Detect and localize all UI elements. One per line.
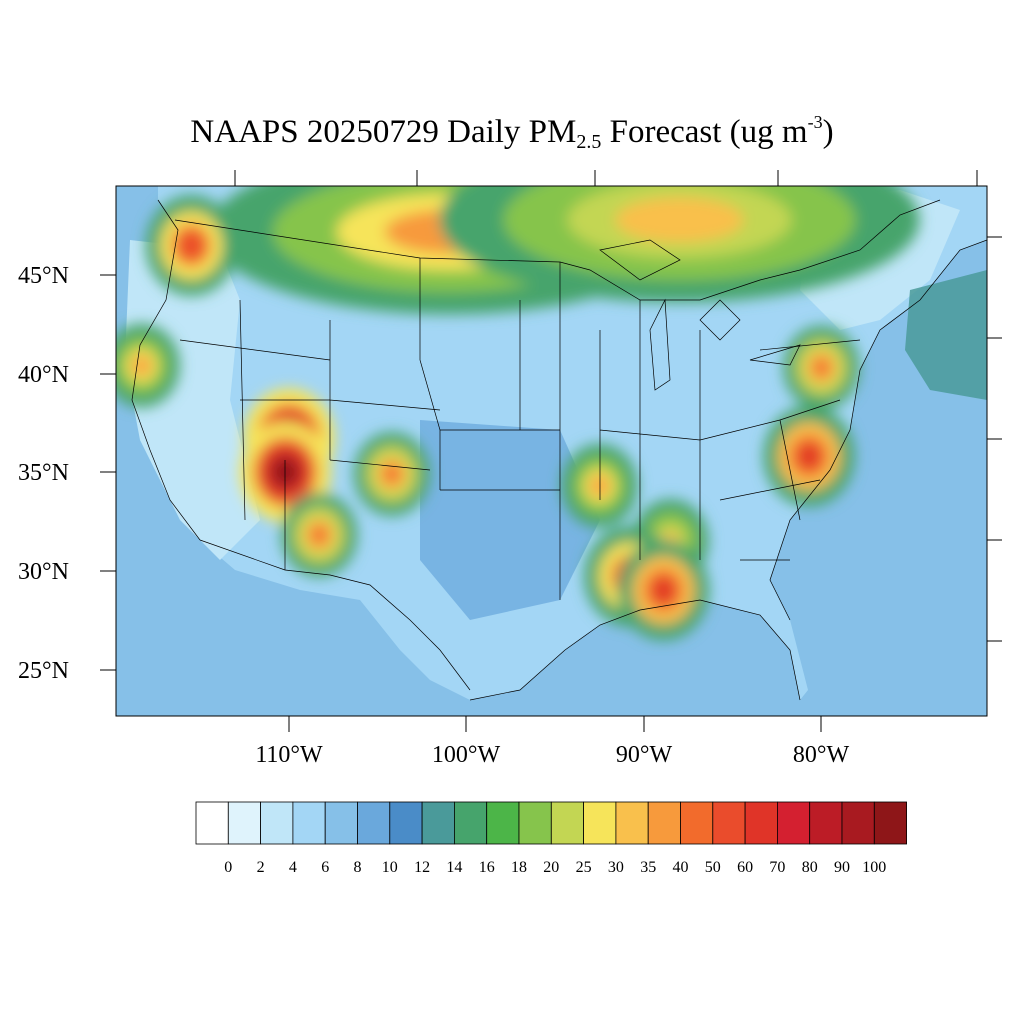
colorbar-swatch (550, 801, 584, 845)
colorbar-swatch (486, 801, 520, 845)
lat-label-25: 25°N (18, 658, 69, 684)
lat-label-40: 40°N (18, 362, 69, 388)
colorbar-swatch (647, 801, 681, 845)
colorbar-label: 50 (705, 859, 721, 876)
smoke-contour (798, 444, 820, 469)
colorbar-swatch (744, 801, 778, 845)
colorbar-swatch (809, 801, 843, 845)
colorbar-label: 14 (446, 859, 462, 876)
colorbar-swatch (777, 801, 811, 845)
boundary-lines (131, 199, 987, 701)
western-light-region (125, 240, 260, 560)
title-prefix: NAAPS 20250729 Daily PM (190, 114, 577, 150)
colorbar-swatch (195, 801, 229, 845)
colorbar-swatch (680, 801, 714, 845)
colorbar: 0 2 4 6 8 10 12 14 16 18 20 25 30 35 40 50 60 70 80 90 100 (195, 801, 907, 876)
atlantic-teal-region (905, 270, 987, 400)
smoke-contour (310, 525, 329, 545)
coastline-gulf (469, 599, 801, 701)
colorbar-swatch (292, 801, 326, 845)
colorbar-label: 12 (414, 859, 430, 876)
colorbar-label: 18 (511, 859, 527, 876)
state-lines-central (440, 262, 701, 600)
colorbar-swatch (324, 801, 358, 845)
smoke-contour (382, 464, 401, 484)
colorbar-swatch (841, 801, 875, 845)
colorbar-swatch (615, 801, 649, 845)
colorbar-swatch (583, 801, 617, 845)
colorbar-label: 35 (640, 859, 656, 876)
colorbar-label: 60 (737, 859, 753, 876)
state-lines-west (179, 258, 441, 570)
coastline-pacific (131, 199, 201, 541)
map-frame (115, 185, 988, 717)
colorbar-label: 40 (673, 859, 689, 876)
colorbar-label: 10 (382, 859, 398, 876)
lon-label-110w: 110°W (255, 742, 323, 768)
great-lakes (599, 239, 801, 391)
smoke-contour (652, 578, 675, 603)
title-suffix: ) (822, 114, 834, 150)
lon-label-90w: 90°W (616, 742, 673, 768)
coastline-atlantic (769, 239, 987, 621)
smoke-contour (180, 233, 203, 258)
plains-mid-region (420, 420, 600, 620)
lat-label-35: 35°N (18, 460, 69, 486)
us-canada-border (174, 199, 941, 301)
colorbar-label: 70 (769, 859, 785, 876)
smoke-contour (590, 475, 609, 496)
colorbar-label: 0 (224, 859, 232, 876)
colorbar-swatch (453, 801, 488, 845)
frame-ticks (100, 170, 1002, 732)
smoke-contour (615, 197, 744, 242)
lon-label-80w: 80°W (793, 742, 850, 768)
colorbar-label: 100 (862, 859, 886, 876)
map-title: NAAPS 20250729 Daily PM2.5 Forecast (ug … (0, 112, 1024, 154)
colorbar-label: 25 (576, 859, 592, 876)
smoke-contour (132, 355, 151, 376)
colorbar-label: 30 (608, 859, 624, 876)
colorbar-swatch (357, 801, 391, 845)
state-lines-east (699, 339, 861, 561)
lat-label-45: 45°N (18, 263, 69, 289)
smoke-contour (274, 460, 297, 484)
smoke-layer (116, 186, 920, 641)
colorbar-label: 20 (543, 859, 559, 876)
smoke-contour (812, 357, 831, 378)
title-superscript: -3 (807, 112, 823, 132)
colorbar-label: 6 (321, 859, 329, 876)
lon-label-100w: 100°W (432, 742, 501, 768)
colorbar-label: 4 (289, 859, 297, 876)
colorbar-label: 2 (257, 859, 265, 876)
title-middle: Forecast (ug m (601, 114, 808, 150)
title-subscript: 2.5 (576, 131, 602, 153)
colorbar-label: 16 (479, 859, 495, 876)
colorbar-swatch (227, 801, 262, 845)
colorbar-swatch (389, 801, 423, 845)
colorbar-label: 80 (802, 859, 818, 876)
colorbar-swatch (873, 801, 907, 845)
colorbar-swatch (421, 801, 455, 845)
colorbar-swatch (712, 801, 746, 845)
colorbar-swatch (518, 801, 552, 845)
colorbar-label: 8 (354, 859, 362, 876)
colorbar-swatch (260, 801, 294, 845)
colorbar-label: 90 (834, 859, 850, 876)
lat-label-30: 30°N (18, 559, 69, 585)
